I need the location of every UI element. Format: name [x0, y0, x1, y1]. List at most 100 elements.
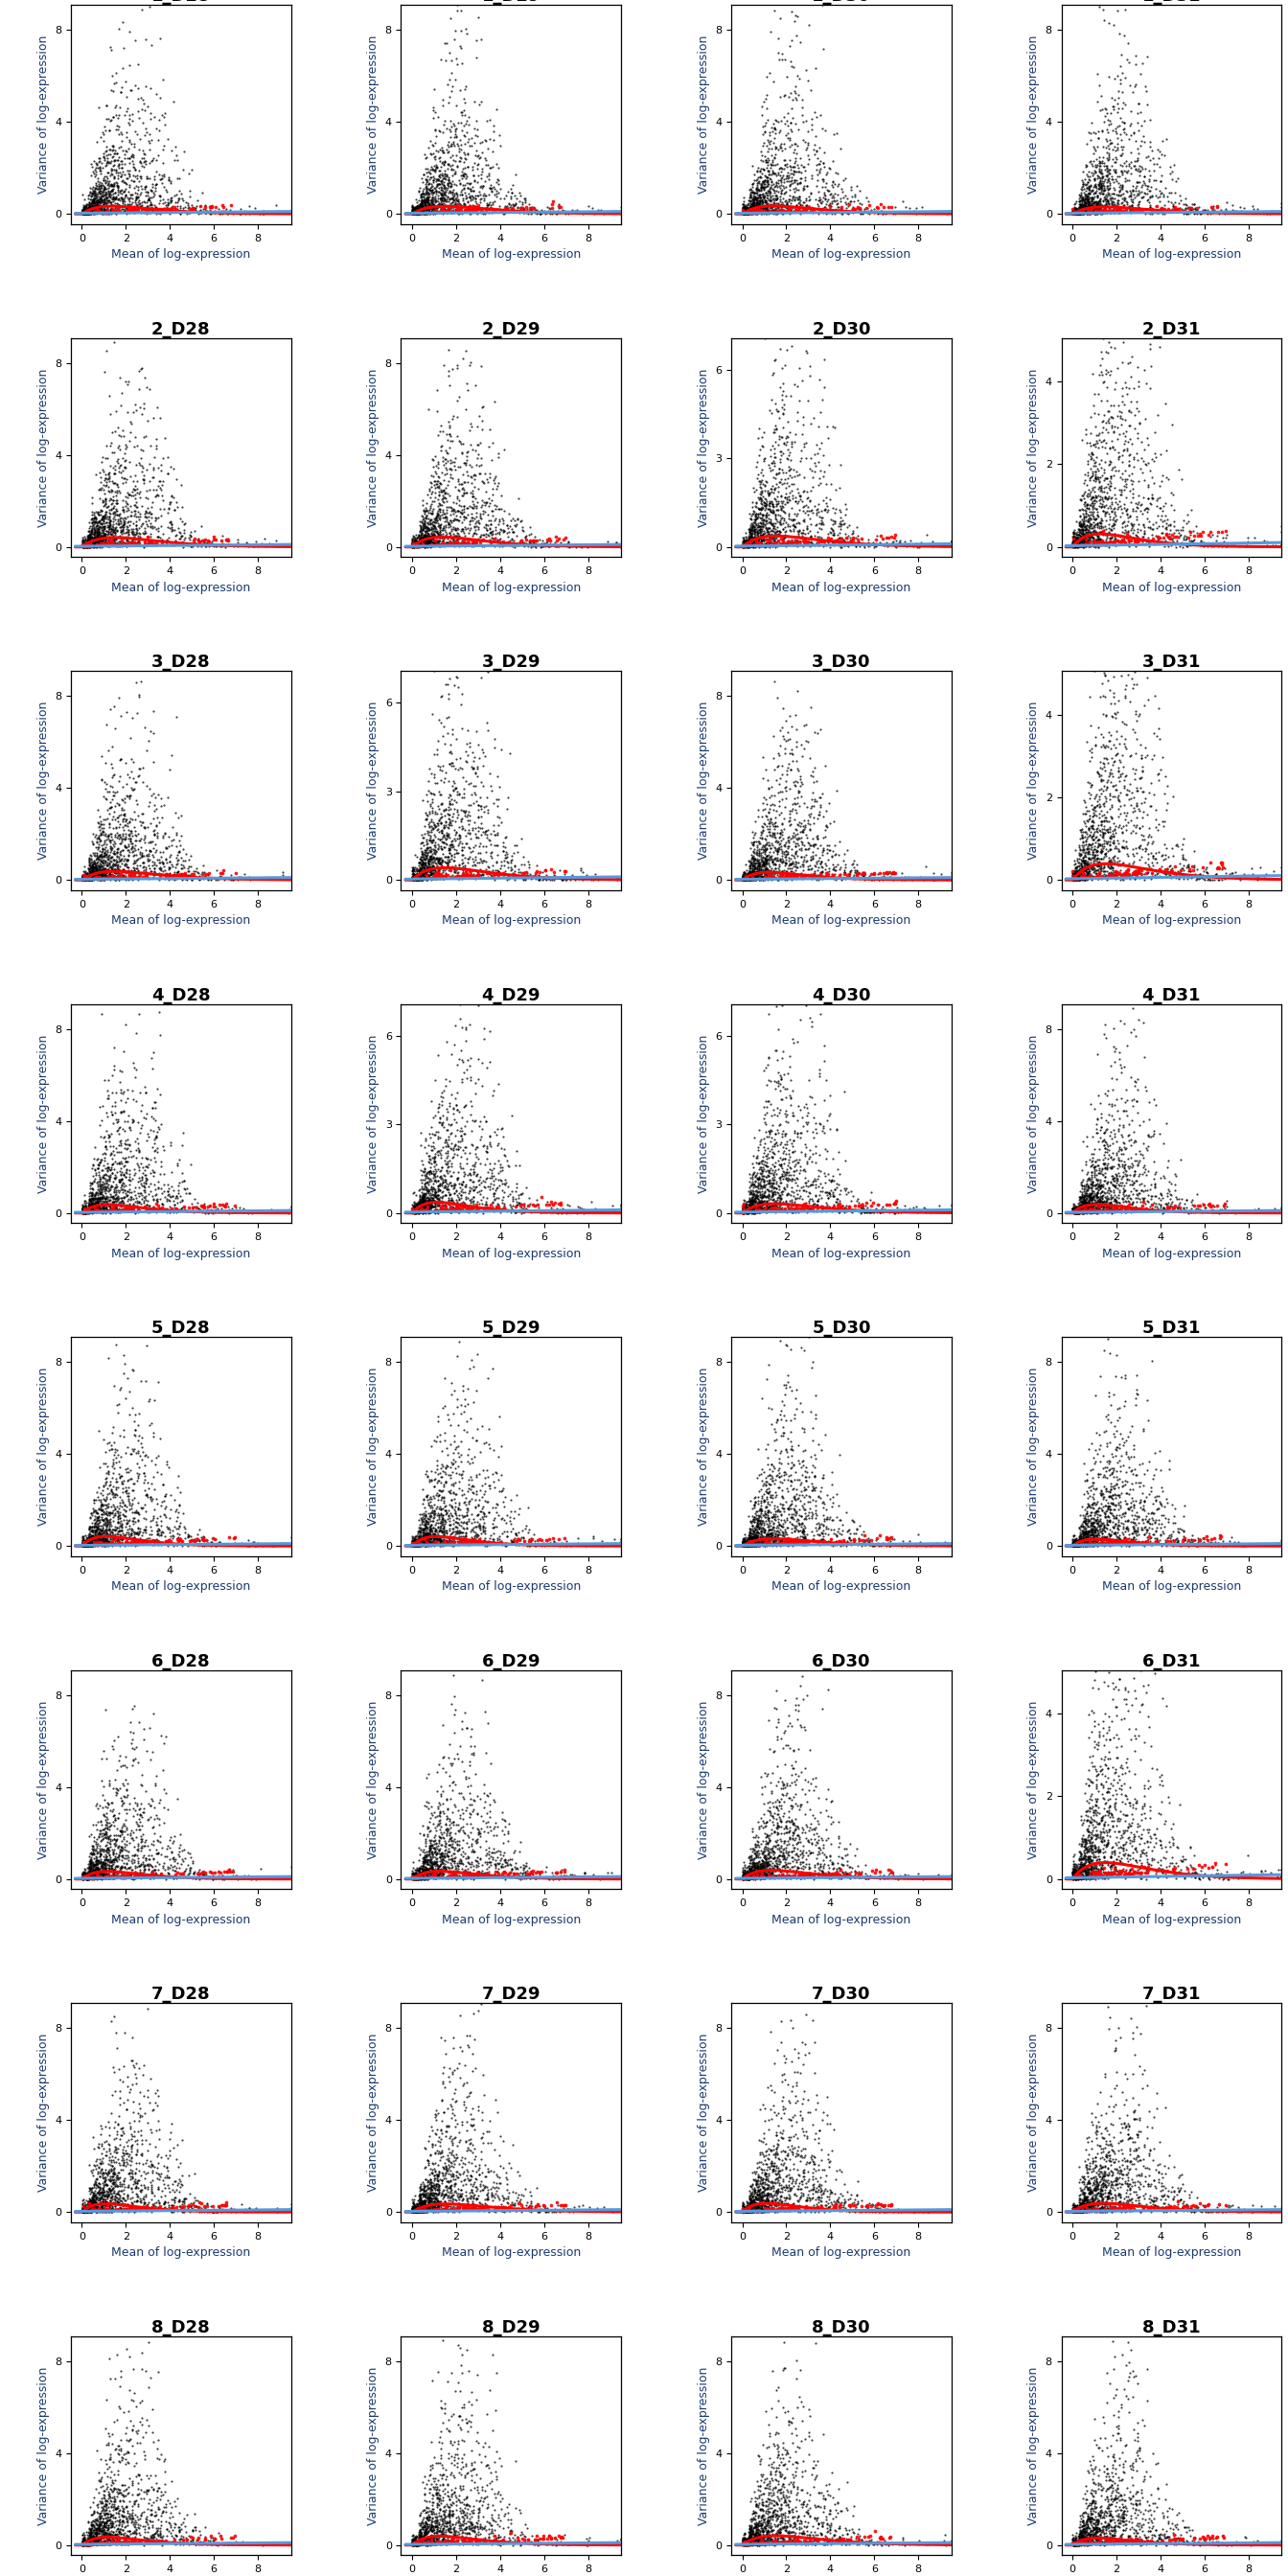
Point [77, 1857, 98, 1899]
Point [156, 1829, 176, 1870]
Point [419, 1180, 439, 1221]
Point [120, 1852, 140, 1893]
Point [86, 2159, 107, 2200]
Point [146, 2494, 166, 2535]
Point [408, 853, 429, 894]
Point [779, 1136, 800, 1177]
Point [811, 520, 832, 562]
Point [764, 2524, 784, 2566]
Point [1064, 526, 1084, 567]
Point [890, 1855, 911, 1896]
Point [1070, 2509, 1091, 2550]
Point [747, 2174, 768, 2215]
Point [417, 185, 438, 227]
Point [733, 1520, 753, 1561]
Point [735, 858, 756, 899]
Point [82, 2187, 103, 2228]
Point [75, 1855, 95, 1896]
Point [411, 2512, 431, 2553]
Point [1074, 1512, 1095, 1553]
Point [788, 1816, 809, 1857]
Point [805, 2172, 826, 2213]
Point [774, 2187, 795, 2228]
Point [93, 2483, 113, 2524]
Point [93, 2501, 113, 2543]
Point [88, 858, 108, 899]
Point [117, 1427, 138, 1468]
Point [1132, 1154, 1153, 1195]
Point [1206, 1844, 1226, 1886]
Point [735, 1525, 756, 1566]
Point [893, 1520, 913, 1561]
Point [802, 1808, 823, 1850]
Point [769, 1162, 790, 1203]
Point [748, 1164, 769, 1206]
Point [88, 858, 108, 899]
Point [402, 191, 422, 232]
Point [1121, 2478, 1141, 2519]
Point [783, 1499, 804, 1540]
Point [1063, 1857, 1083, 1899]
Point [1124, 144, 1145, 185]
Point [757, 1038, 778, 1079]
Point [410, 188, 430, 229]
Point [1110, 497, 1131, 538]
Point [91, 523, 112, 564]
Point [800, 737, 820, 778]
Point [86, 2512, 107, 2553]
Point [120, 10, 140, 52]
Point [424, 515, 444, 556]
Point [131, 1489, 152, 1530]
Point [439, 2494, 460, 2535]
Point [782, 1816, 802, 1857]
Point [759, 1136, 779, 1177]
Point [1088, 2190, 1109, 2231]
Point [281, 2190, 301, 2231]
Point [793, 1329, 814, 1370]
Point [412, 1852, 433, 1893]
Point [1070, 2522, 1091, 2563]
Point [156, 2509, 176, 2550]
Point [211, 1522, 232, 1564]
Point [1190, 193, 1211, 234]
Point [465, 837, 486, 878]
Point [781, 804, 801, 845]
Point [1064, 2190, 1084, 2231]
Point [907, 526, 927, 567]
Point [1073, 162, 1094, 204]
Point [755, 469, 775, 510]
Point [419, 1185, 439, 1226]
Point [1110, 2177, 1131, 2218]
Point [433, 505, 453, 546]
Point [611, 1520, 631, 1561]
Point [440, 2494, 461, 2535]
Point [1069, 2192, 1090, 2233]
Point [147, 2509, 167, 2550]
Point [422, 492, 443, 533]
Point [161, 2179, 182, 2221]
Point [79, 2509, 99, 2550]
Point [173, 500, 193, 541]
Point [788, 1177, 809, 1218]
Point [437, 1170, 457, 1211]
Point [1151, 1188, 1172, 1229]
Point [777, 1157, 797, 1198]
Point [134, 2506, 155, 2548]
Point [85, 2512, 106, 2553]
Point [457, 191, 478, 232]
Point [79, 2190, 99, 2231]
Point [820, 1159, 841, 1200]
Point [1123, 2409, 1144, 2450]
Point [465, 773, 486, 814]
Point [747, 788, 768, 829]
Point [1193, 2517, 1213, 2558]
Point [762, 2148, 783, 2190]
Point [413, 2506, 434, 2548]
Point [519, 2190, 540, 2231]
Point [142, 842, 162, 884]
Point [1139, 2177, 1159, 2218]
Point [108, 2506, 129, 2548]
Point [752, 1499, 773, 1540]
Point [443, 513, 464, 554]
Point [85, 507, 106, 549]
